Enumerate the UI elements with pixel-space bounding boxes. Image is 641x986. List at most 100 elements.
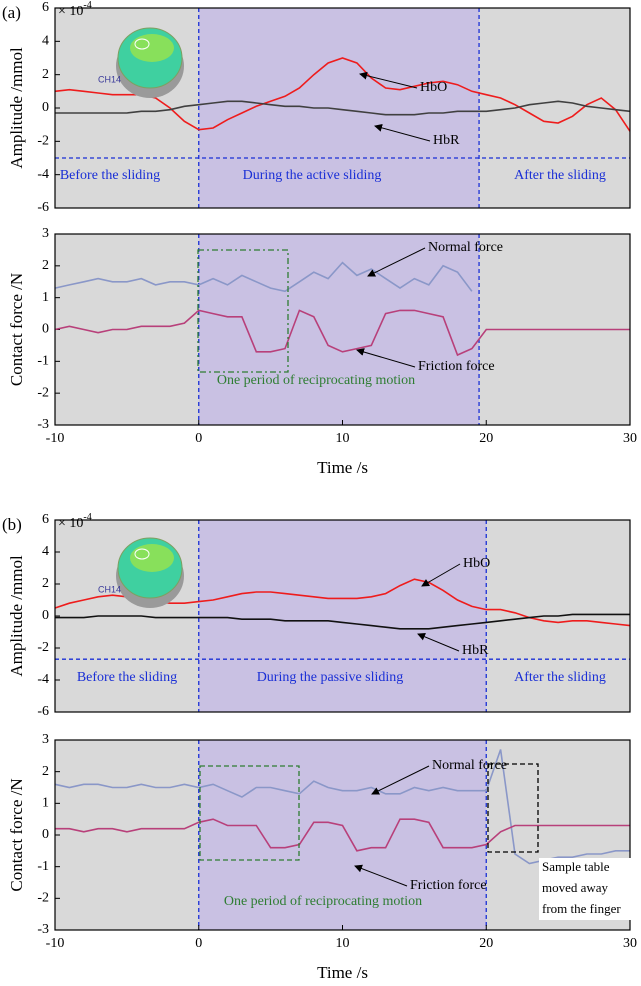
region-label: During the active sliding [243, 168, 382, 183]
region-label: Before the sliding [77, 670, 177, 685]
x-tick-label: 30 [623, 431, 637, 446]
period-label: One period of reciprocating motion [217, 373, 415, 388]
series-annotation: HbR [433, 133, 460, 148]
y-tick-label: -2 [37, 385, 49, 400]
shaded-region [198, 8, 480, 208]
x-tick-label: 20 [479, 431, 493, 446]
series-annotation: Friction force [410, 878, 487, 893]
series-annotation: Normal force [432, 758, 507, 773]
annotation-arrow [356, 348, 416, 368]
scale-base: × 10 [58, 516, 83, 531]
y-tick-label: 4 [42, 544, 49, 559]
x-tick-label: 30 [623, 936, 637, 951]
x-axis-label: Time /s [317, 458, 368, 477]
y-axis-label: Amplitude /mmol [7, 47, 26, 169]
series-annotation: HbR [462, 643, 489, 658]
x-axis-label: Time /s [317, 963, 368, 982]
y-tick-label: -6 [37, 704, 49, 719]
y-tick-label: 2 [42, 764, 49, 779]
region-label: After the sliding [514, 670, 606, 685]
shaded-region [198, 234, 480, 425]
scale-base: × 10 [58, 4, 83, 19]
y-axis-label: Contact force /N [7, 273, 26, 386]
y-tick-label: 0 [42, 100, 49, 115]
region-label: Before the sliding [60, 168, 160, 183]
brain-highlight [130, 544, 174, 572]
scale-exponent: -4 [83, 512, 91, 523]
y-tick-label: -6 [37, 200, 49, 215]
y-tick-label: 6 [42, 512, 49, 527]
annotation-arrow [354, 864, 408, 887]
plot-frame [54, 739, 631, 931]
y-tick-label: -4 [37, 167, 49, 182]
panel-label: (b) [2, 515, 22, 534]
annotation-arrow [367, 247, 426, 277]
period-box [197, 249, 289, 373]
y-tick-label: 0 [42, 608, 49, 623]
plot-frame [54, 233, 631, 426]
series-line [55, 613, 630, 630]
plot-frame [54, 7, 631, 209]
y-axis-label: Contact force /N [7, 778, 26, 891]
y-tick-label: 0 [42, 322, 49, 337]
plot-frame [54, 519, 631, 713]
series-line [54, 749, 630, 865]
x-tick-label: 10 [336, 431, 350, 446]
y-tick-label: 1 [42, 290, 49, 305]
annotation-arrow [374, 123, 431, 142]
y-axis-label: Amplitude /mmol [7, 555, 26, 677]
y-tick-label: -4 [37, 672, 49, 687]
y-tick-label: 1 [42, 796, 49, 811]
y-tick-label: 2 [42, 258, 49, 273]
y-tick-label: 2 [42, 576, 49, 591]
shaded-region [198, 740, 487, 930]
channel-marker [134, 548, 150, 560]
region-label: During the passive sliding [257, 670, 404, 685]
y-tick-label: 3 [42, 732, 49, 747]
series-line [55, 100, 631, 116]
panel-label: (a) [2, 3, 21, 22]
period-label: One period of reciprocating motion [224, 894, 422, 909]
event-box [487, 763, 539, 853]
y-tick-label: 2 [42, 67, 49, 82]
x-tick-label: 0 [195, 936, 202, 951]
annotation-arrow [417, 632, 460, 652]
x-tick-label: 10 [336, 936, 350, 951]
x-tick-label: 20 [479, 936, 493, 951]
channel-marker [134, 38, 150, 50]
series-line [54, 261, 473, 293]
channel-label: CH14 [98, 584, 121, 594]
y-tick-label: -2 [37, 640, 49, 655]
y-tick-label: -2 [37, 891, 49, 906]
scale-exponent: -4 [83, 0, 91, 11]
region-label: After the sliding [514, 168, 606, 183]
note-line: moved away [542, 880, 609, 895]
series-annotation: Normal force [428, 240, 503, 255]
series-annotation: HbO [463, 556, 490, 571]
annotation-arrow [371, 765, 430, 795]
series-line [55, 818, 630, 852]
shaded-region [198, 520, 487, 712]
channel-label: CH14 [98, 74, 121, 84]
y-tick-label: 6 [42, 0, 49, 15]
note-background [539, 858, 633, 920]
period-box [199, 765, 300, 861]
y-tick-label: 0 [42, 827, 49, 842]
x-tick-label: 0 [195, 431, 202, 446]
series-annotation: Friction force [418, 359, 495, 374]
y-tick-label: -1 [37, 354, 49, 369]
x-tick-label: -10 [46, 936, 65, 951]
x-tick-label: -10 [46, 431, 65, 446]
brain-highlight [130, 34, 174, 62]
y-tick-label: 3 [42, 226, 49, 241]
annotation-arrow [421, 563, 461, 587]
series-annotation: HbO [420, 80, 447, 95]
y-tick-label: -3 [37, 922, 49, 937]
note-line: Sample table [542, 859, 610, 874]
series-line [54, 309, 630, 357]
note-line: from the finger [542, 901, 621, 916]
annotation-arrow [359, 71, 418, 89]
y-tick-label: -1 [37, 859, 49, 874]
y-tick-label: -2 [37, 134, 49, 149]
